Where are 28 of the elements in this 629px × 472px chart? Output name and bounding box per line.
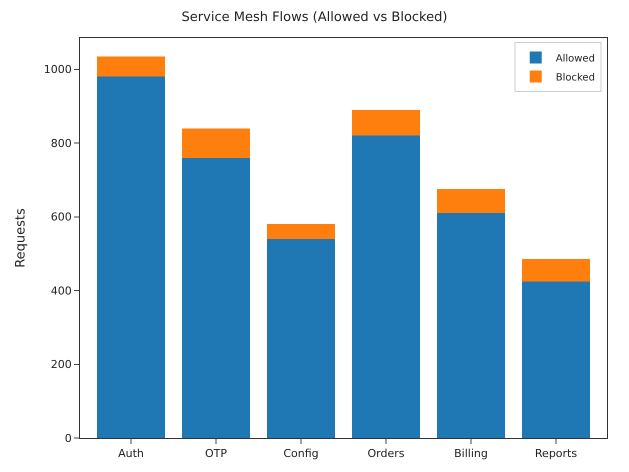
bar xyxy=(437,213,505,438)
legend-label: Allowed xyxy=(556,53,595,64)
bar xyxy=(522,259,590,282)
bar xyxy=(182,128,250,158)
x-tick-label: Orders xyxy=(368,447,405,460)
bar xyxy=(97,56,165,77)
y-tick-label: 800 xyxy=(50,136,72,150)
bar xyxy=(522,281,590,438)
y-tick-label: 200 xyxy=(50,358,72,372)
bar xyxy=(267,224,335,239)
y-axis-title: Requests xyxy=(14,208,29,268)
bar xyxy=(352,136,420,438)
bar xyxy=(97,76,165,438)
x-tick-label: Config xyxy=(283,447,319,460)
bar xyxy=(352,110,420,136)
chart-title: Service Mesh Flows (Allowed vs Blocked) xyxy=(182,10,448,25)
bar xyxy=(182,158,250,438)
bar xyxy=(437,189,505,214)
y-tick-label: 400 xyxy=(50,284,72,298)
y-tick-label: 0 xyxy=(64,432,72,445)
y-tick-label: 600 xyxy=(50,210,72,224)
y-tick-label: 1000 xyxy=(44,63,72,76)
legend-label: Blocked xyxy=(556,72,595,84)
x-tick-label: Reports xyxy=(534,447,578,460)
x-tick-label: Billing xyxy=(454,447,488,460)
x-tick-label: Auth xyxy=(118,447,144,460)
bar xyxy=(267,238,335,438)
x-tick-label: OTP xyxy=(204,447,228,460)
